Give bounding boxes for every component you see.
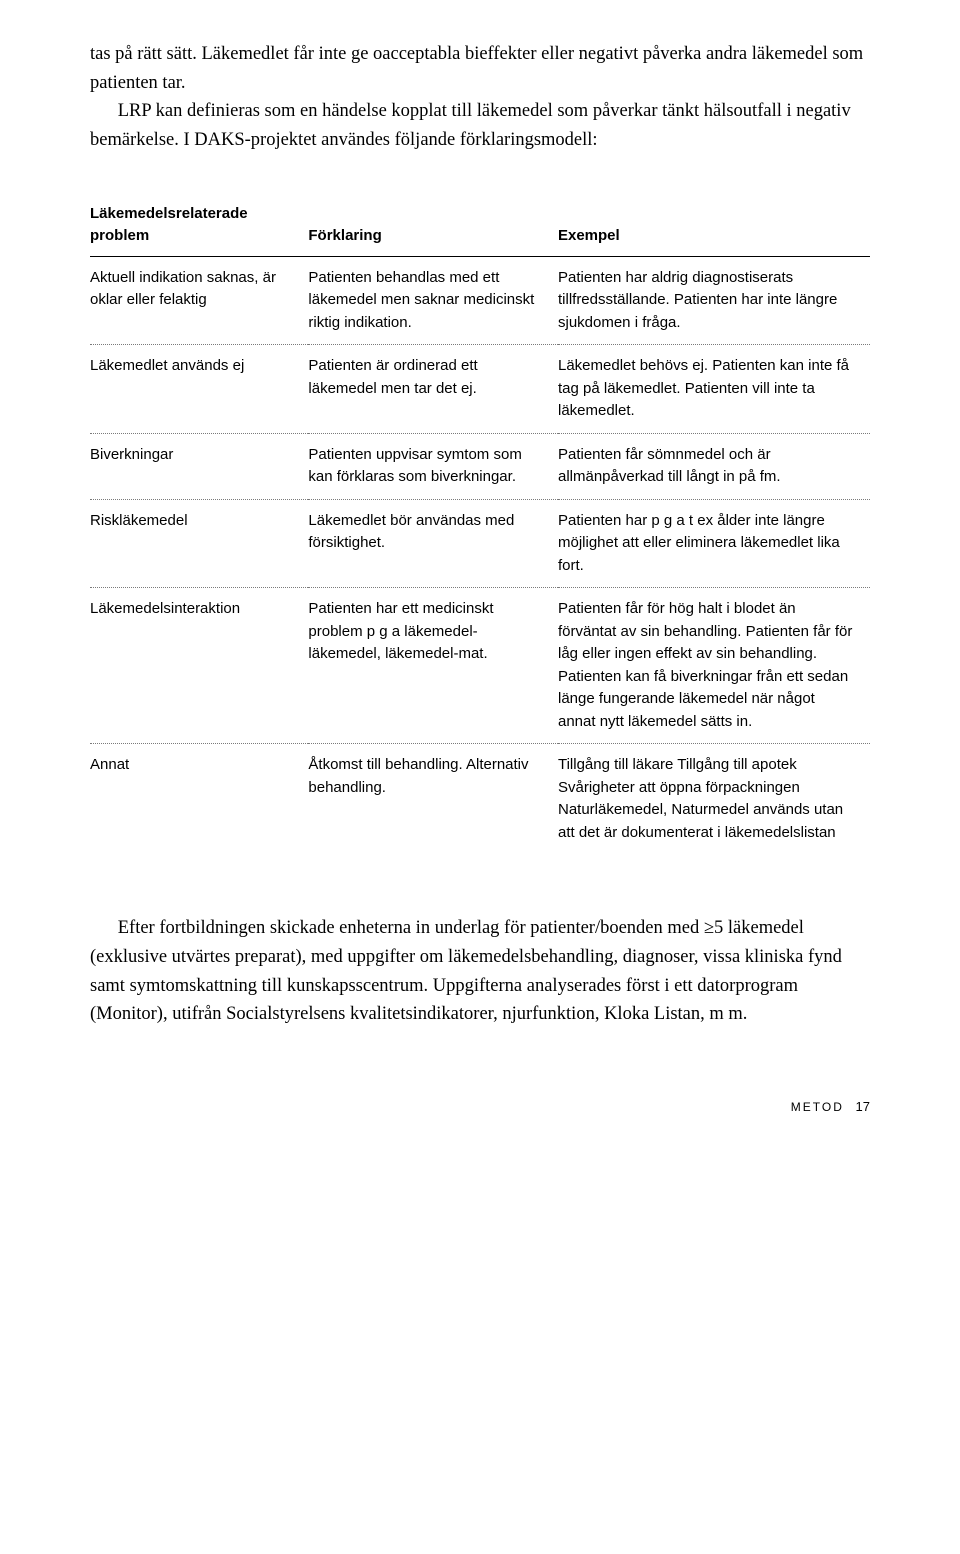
cell-problem: Läkemedelsinteraktion — [90, 588, 308, 744]
cell-forklaring: Patienten är ordinerad ett läkemedel men… — [308, 345, 558, 434]
cell-problem: Riskläkemedel — [90, 499, 308, 588]
intro-p2: LRP kan definieras som en händelse koppl… — [90, 97, 870, 154]
lrp-table: Läkemedelsrelaterade problem Förklaring … — [90, 203, 870, 855]
table-row: Annat Åtkomst till behandling. Alternati… — [90, 744, 870, 855]
cell-exempel: Patienten får för hög halt i blodet än f… — [558, 588, 870, 744]
cell-forklaring: Patienten har ett medicinskt problem p g… — [308, 588, 558, 744]
page-footer: METOD 17 — [90, 1099, 870, 1114]
footer-page-number: 17 — [856, 1099, 870, 1114]
cell-exempel: Patienten har p g a t ex ålder inte läng… — [558, 499, 870, 588]
table-row: Riskläkemedel Läkemedlet bör användas me… — [90, 499, 870, 588]
after-paragraph-block: Efter fortbildningen skickade enheterna … — [90, 914, 870, 1029]
th-exempel: Exempel — [558, 203, 870, 257]
cell-forklaring: Patienten behandlas med ett läkemedel me… — [308, 256, 558, 345]
intro-paragraphs: tas på rätt sätt. Läkemedlet får inte ge… — [90, 40, 870, 155]
footer-label: METOD — [791, 1100, 844, 1114]
th-problem-line1: Läkemedelsrelaterade — [90, 205, 248, 222]
cell-exempel: Patienten har aldrig diagnostiserats til… — [558, 256, 870, 345]
cell-forklaring: Åtkomst till behandling. Alternativ beha… — [308, 744, 558, 855]
table-row: Läkemedelsinteraktion Patienten har ett … — [90, 588, 870, 744]
th-problem: Läkemedelsrelaterade problem — [90, 203, 308, 257]
cell-exempel: Patienten får sömnmedel och är allmänpåv… — [558, 433, 870, 499]
cell-forklaring: Läkemedlet bör användas med försiktighet… — [308, 499, 558, 588]
table-row: Läkemedlet används ej Patienten är ordin… — [90, 345, 870, 434]
table-row: Biverkningar Patienten uppvisar symtom s… — [90, 433, 870, 499]
cell-problem: Annat — [90, 744, 308, 855]
th-problem-line2: problem — [90, 227, 149, 244]
table-row: Aktuell indikation saknas, är oklar elle… — [90, 256, 870, 345]
cell-exempel: Tillgång till läkare Tillgång till apote… — [558, 744, 870, 855]
cell-exempel: Läkemedlet behövs ej. Patienten kan inte… — [558, 345, 870, 434]
cell-problem: Biverkningar — [90, 433, 308, 499]
intro-p1: tas på rätt sätt. Läkemedlet får inte ge… — [90, 40, 870, 97]
cell-problem: Läkemedlet används ej — [90, 345, 308, 434]
cell-forklaring: Patienten uppvisar symtom som kan förkla… — [308, 433, 558, 499]
th-forklaring: Förklaring — [308, 203, 558, 257]
after-p1: Efter fortbildningen skickade enheterna … — [90, 914, 870, 1029]
cell-problem: Aktuell indikation saknas, är oklar elle… — [90, 256, 308, 345]
